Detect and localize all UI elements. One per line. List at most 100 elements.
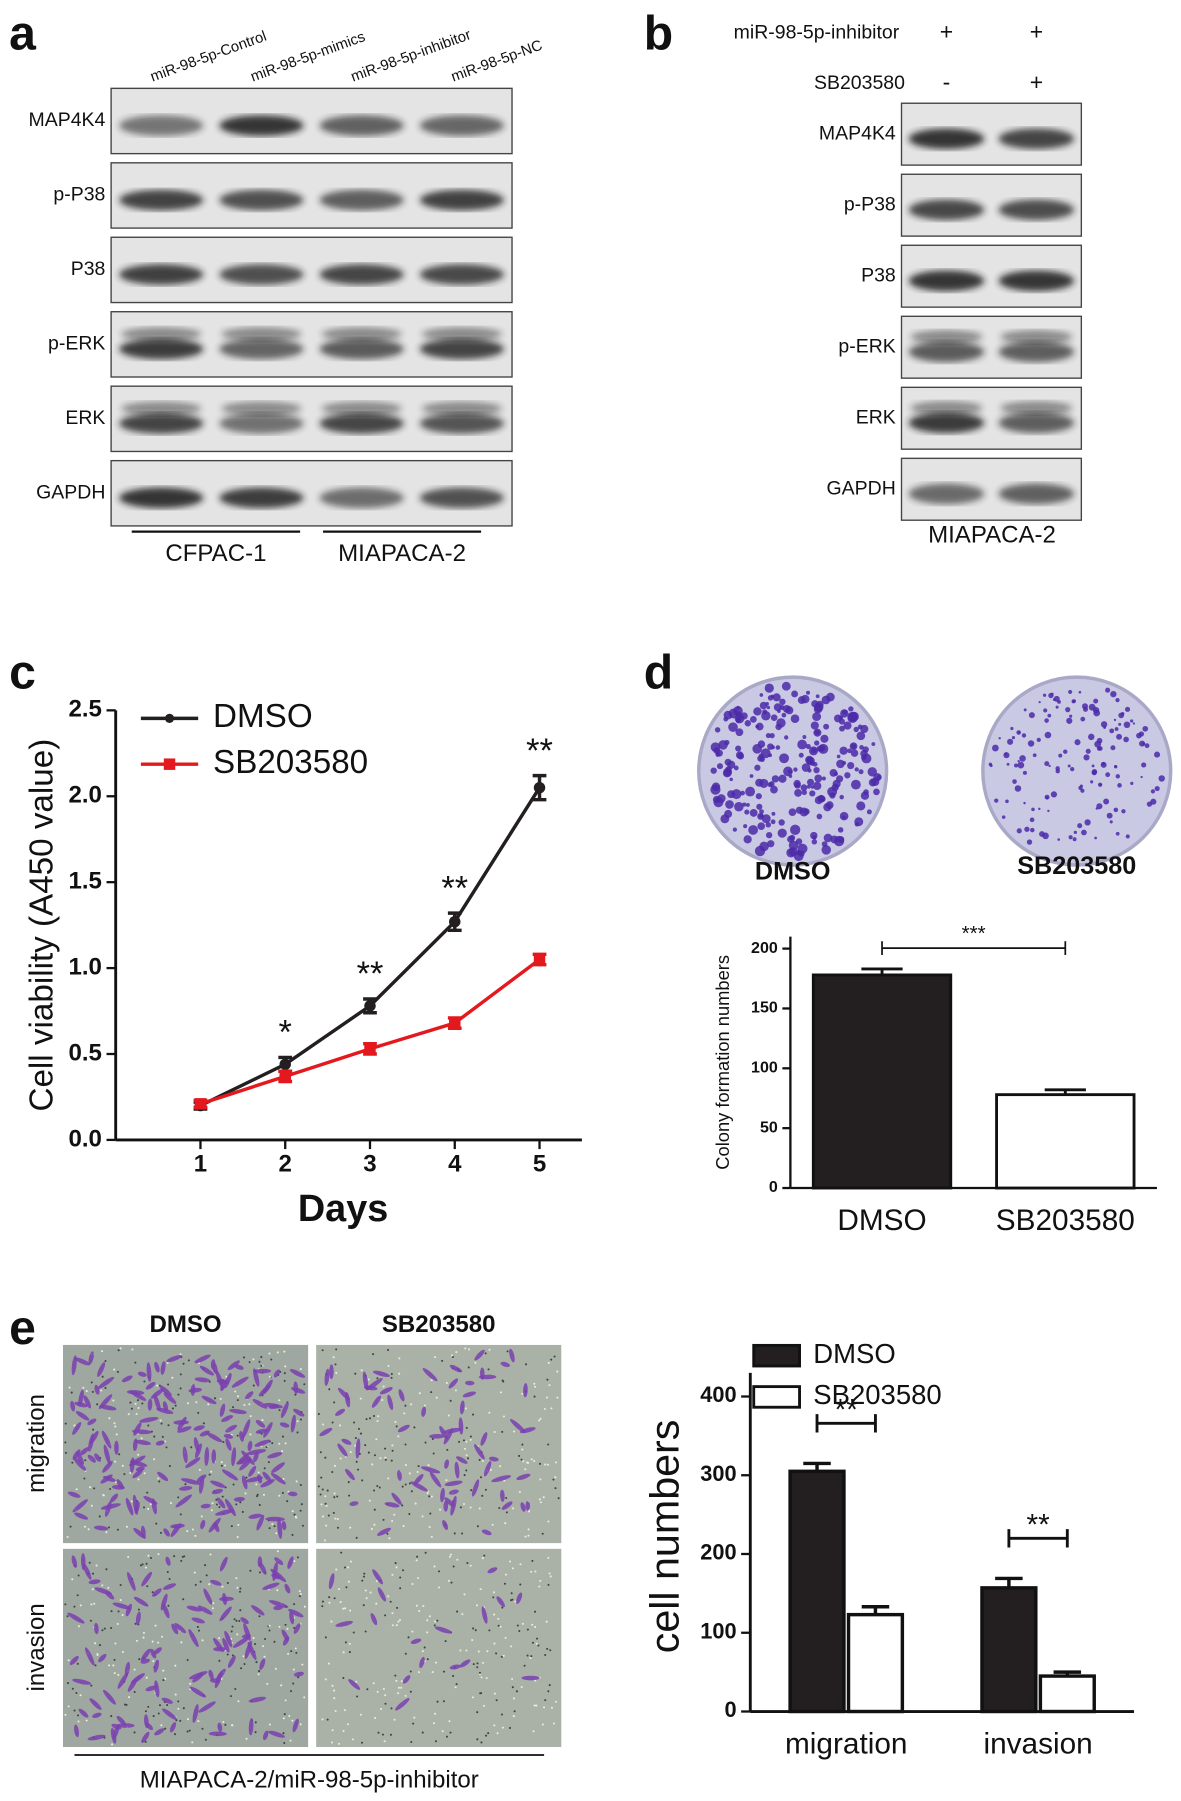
pore xyxy=(395,1624,398,1627)
colony xyxy=(1038,700,1041,704)
pore xyxy=(284,1442,287,1445)
pore xyxy=(430,1535,433,1538)
colony xyxy=(737,715,741,720)
cell xyxy=(83,1395,92,1409)
cell xyxy=(99,1404,117,1411)
micrograph xyxy=(63,1548,309,1748)
pore xyxy=(137,1453,140,1456)
pore xyxy=(361,1479,364,1482)
x-tick-label: 2 xyxy=(279,1150,292,1177)
colony xyxy=(782,705,791,713)
pore xyxy=(556,1370,559,1373)
pore xyxy=(408,1482,411,1485)
pore xyxy=(303,1696,306,1699)
pore xyxy=(238,1619,241,1623)
cell xyxy=(284,1583,291,1594)
pore xyxy=(144,1740,147,1743)
pore xyxy=(465,1649,468,1652)
pore xyxy=(481,1459,484,1463)
pore xyxy=(404,1652,407,1655)
pore xyxy=(527,1528,530,1531)
pore xyxy=(177,1707,180,1710)
pore xyxy=(390,1373,393,1376)
cell xyxy=(246,1449,267,1455)
pore xyxy=(476,1662,479,1665)
pore xyxy=(384,1447,387,1450)
blot-band xyxy=(1000,330,1073,344)
cell xyxy=(500,1489,505,1502)
cell xyxy=(248,1513,263,1519)
colony xyxy=(798,752,804,758)
pore xyxy=(336,1517,339,1521)
pore xyxy=(294,1393,297,1396)
cell xyxy=(74,1357,91,1366)
colony xyxy=(1105,772,1111,778)
pore xyxy=(105,1568,108,1571)
pore xyxy=(69,1525,72,1528)
y-axis-label: Colony formation numbers xyxy=(712,955,733,1170)
blot-band xyxy=(998,483,1075,505)
pore xyxy=(400,1680,403,1683)
pore xyxy=(352,1631,355,1634)
y-tick-label: 2.0 xyxy=(69,782,102,809)
legend-swatch xyxy=(752,1385,801,1409)
blot-band xyxy=(908,412,985,434)
colony xyxy=(1074,739,1081,746)
cell xyxy=(177,1416,187,1431)
pore xyxy=(519,1583,522,1586)
pore xyxy=(194,1534,197,1537)
colony xyxy=(787,769,793,774)
pore xyxy=(436,1619,439,1622)
pore xyxy=(95,1564,98,1567)
colony xyxy=(756,803,763,810)
pore xyxy=(428,1495,431,1498)
colony xyxy=(1110,745,1116,751)
cell xyxy=(262,1471,272,1483)
cell xyxy=(387,1394,394,1411)
pore xyxy=(220,1461,223,1464)
cell xyxy=(419,1656,425,1669)
pore xyxy=(76,1714,80,1717)
cell xyxy=(413,1474,424,1485)
pore xyxy=(115,1433,118,1436)
pore xyxy=(152,1715,155,1718)
pore xyxy=(550,1358,553,1361)
pore xyxy=(114,1425,117,1428)
pore xyxy=(113,1658,116,1661)
pore xyxy=(426,1631,429,1634)
pore xyxy=(243,1663,246,1666)
pore xyxy=(161,1435,164,1438)
pore xyxy=(512,1715,515,1718)
pore xyxy=(291,1510,294,1513)
pore xyxy=(382,1687,385,1690)
pore xyxy=(438,1586,441,1589)
colony xyxy=(1115,774,1120,779)
pore xyxy=(466,1561,469,1565)
pore xyxy=(166,1570,169,1574)
cell xyxy=(280,1401,289,1418)
cell xyxy=(496,1596,505,1608)
colony xyxy=(1080,788,1085,793)
colony xyxy=(825,801,834,809)
colony xyxy=(797,739,808,750)
colony xyxy=(1113,807,1119,813)
pore xyxy=(347,1566,350,1569)
colony xyxy=(769,732,775,739)
cell xyxy=(273,1605,283,1611)
cell xyxy=(89,1698,102,1710)
colony xyxy=(818,744,826,752)
cell xyxy=(440,1487,445,1503)
pore xyxy=(547,1583,550,1586)
cell xyxy=(153,1394,161,1412)
colony xyxy=(867,767,877,777)
pore xyxy=(516,1624,519,1627)
colony xyxy=(811,747,817,754)
cell xyxy=(402,1675,411,1684)
cell xyxy=(474,1349,485,1361)
pore xyxy=(249,1569,252,1572)
pore xyxy=(67,1705,70,1708)
pore xyxy=(448,1555,451,1558)
pore xyxy=(212,1602,215,1605)
pore xyxy=(268,1629,271,1632)
cell xyxy=(129,1390,147,1401)
